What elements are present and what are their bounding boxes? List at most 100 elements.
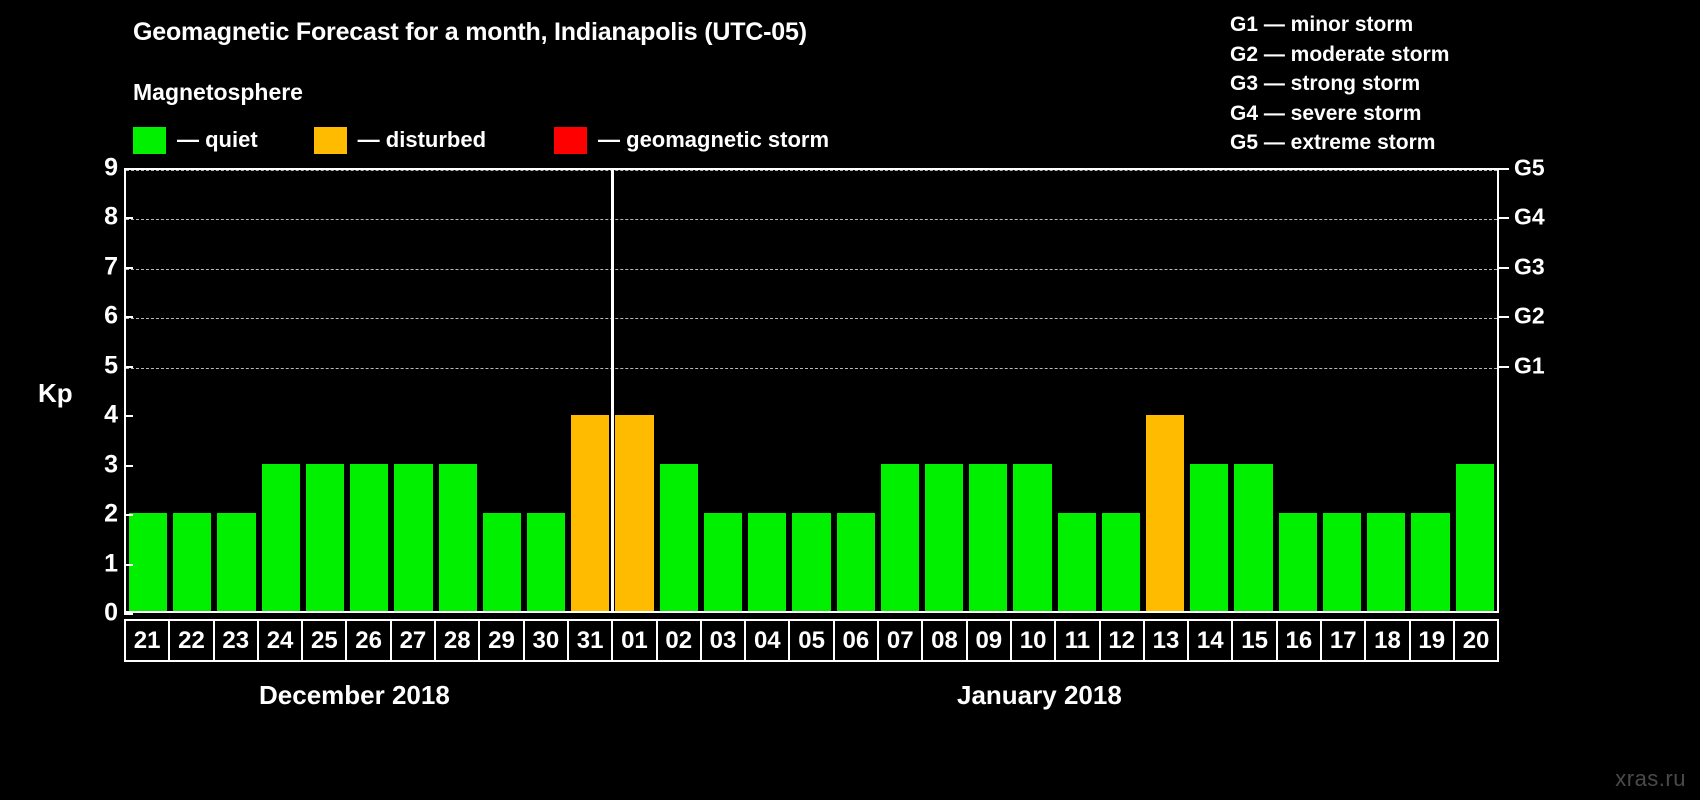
date-cell-30: 30	[525, 621, 569, 660]
bar-cell	[701, 170, 745, 611]
bar-28	[438, 464, 477, 611]
bar-21	[129, 513, 168, 611]
date-cell-19: 19	[1411, 621, 1455, 660]
bar-cell	[745, 170, 789, 611]
bar-cell	[922, 170, 966, 611]
date-cell-31: 31	[569, 621, 614, 660]
y-tick-mark-1	[124, 563, 133, 566]
bar-cell	[1143, 170, 1187, 611]
bar-26	[350, 464, 389, 611]
bar-01	[615, 415, 654, 611]
bar-31	[571, 415, 610, 611]
g-tick-label-g2: G2	[1514, 302, 1545, 329]
bar-cell	[1276, 170, 1320, 611]
date-cell-05: 05	[790, 621, 835, 660]
gridline-kp-7	[126, 268, 1497, 270]
y-tick-label-2: 2	[104, 499, 118, 528]
date-cell-17: 17	[1322, 621, 1367, 660]
g-tick-label-g1: G1	[1514, 352, 1545, 379]
g-tick-label-g4: G4	[1514, 203, 1545, 230]
gridline-kp-5	[126, 367, 1497, 369]
legend-swatch-disturbed-icon	[313, 126, 347, 154]
bar-17	[1322, 513, 1362, 611]
date-cell-25: 25	[303, 621, 348, 660]
bar-cell	[657, 170, 701, 611]
g-tick-mark-g5	[1499, 168, 1509, 170]
g-tick-label-g5: G5	[1514, 154, 1545, 181]
bar-06	[836, 513, 875, 611]
magnetosphere-legend: — quiet — disturbed — geomagnetic storm	[133, 126, 829, 154]
bar-cell	[259, 170, 303, 611]
legend-item-quiet: — quiet	[133, 126, 258, 154]
date-cell-29: 29	[480, 621, 525, 660]
bar-cell	[568, 170, 612, 611]
bar-cell	[612, 170, 656, 611]
watermark: xras.ru	[1615, 766, 1686, 791]
date-cell-23: 23	[215, 621, 259, 660]
month-label-january: January 2018	[957, 680, 1122, 710]
date-cell-01: 01	[613, 621, 658, 660]
bar-cell	[214, 170, 258, 611]
bar-cell	[436, 170, 480, 611]
y-tick-mark-9	[124, 168, 133, 170]
y-tick-mark-3	[124, 464, 133, 467]
bar-15	[1234, 464, 1273, 611]
bar-10	[1013, 464, 1052, 611]
y-tick-mark-5	[124, 365, 133, 368]
date-cell-15: 15	[1233, 621, 1278, 660]
y-axis-title: Kp	[38, 378, 73, 408]
bar-cell	[1453, 170, 1497, 611]
y-tick-label-8: 8	[104, 202, 118, 231]
bar-cell	[391, 170, 435, 611]
y-tick-label-9: 9	[104, 153, 118, 182]
y-tick-mark-7	[124, 266, 133, 269]
g-tick-mark-g4	[1499, 217, 1509, 220]
bar-14	[1190, 464, 1229, 611]
y-tick-label-6: 6	[104, 301, 118, 330]
bar-19	[1411, 513, 1450, 611]
y-tick-mark-6	[124, 316, 133, 319]
date-cell-14: 14	[1189, 621, 1234, 660]
month-label-december: December 2018	[259, 680, 450, 710]
page-title: Geomagnetic Forecast for a month, Indian…	[133, 18, 807, 46]
storm-scale-line-g3: G3 — strong storm	[1230, 72, 1421, 95]
date-cell-28: 28	[436, 621, 481, 660]
bar-cell	[1320, 170, 1364, 611]
date-cell-26: 26	[347, 621, 392, 660]
bar-cell	[1364, 170, 1408, 611]
date-cell-09: 09	[968, 621, 1012, 660]
bar-11	[1057, 513, 1096, 611]
legend-item-disturbed: — disturbed	[313, 126, 486, 154]
bar-23	[217, 513, 256, 611]
bar-02	[659, 464, 698, 611]
y-tick-label-7: 7	[104, 252, 118, 281]
date-cell-20: 20	[1462, 626, 1490, 654]
date-cell-21: 21	[126, 621, 171, 660]
date-cell-18: 18	[1366, 621, 1411, 660]
storm-scale-line-g1: G1 — minor storm	[1230, 13, 1414, 36]
y-tick-mark-8	[124, 217, 133, 220]
bar-cell	[966, 170, 1010, 611]
bar-cell	[1187, 170, 1231, 611]
gridline-kp-8	[126, 219, 1497, 221]
bar-27	[394, 464, 433, 611]
legend-label-storm: — geomagnetic storm	[598, 127, 830, 152]
bar-cell	[1055, 170, 1099, 611]
date-axis: 21 22 23 24 25 26 27 28 29 30 31 01 02 03 04 05 06 07 08 09…	[124, 619, 1499, 662]
date-cell-10: 10	[1012, 621, 1057, 660]
bar-08	[924, 464, 964, 611]
bar-13	[1146, 415, 1185, 611]
plot-area	[124, 168, 1499, 613]
storm-scale-line-g5: G5 — extreme storm	[1230, 131, 1436, 154]
bar-cell	[789, 170, 833, 611]
y-tick-mark-0	[124, 613, 133, 615]
date-cell-22: 22	[170, 621, 215, 660]
bar-cell	[524, 170, 568, 611]
bar-cell	[170, 170, 214, 611]
bars-layer	[126, 170, 1497, 611]
bar-cell	[480, 170, 524, 611]
y-tick-label-0: 0	[104, 598, 118, 627]
g-tick-mark-g1	[1499, 365, 1509, 368]
legend-swatch-quiet-icon	[133, 126, 166, 154]
bar-29	[482, 513, 521, 611]
